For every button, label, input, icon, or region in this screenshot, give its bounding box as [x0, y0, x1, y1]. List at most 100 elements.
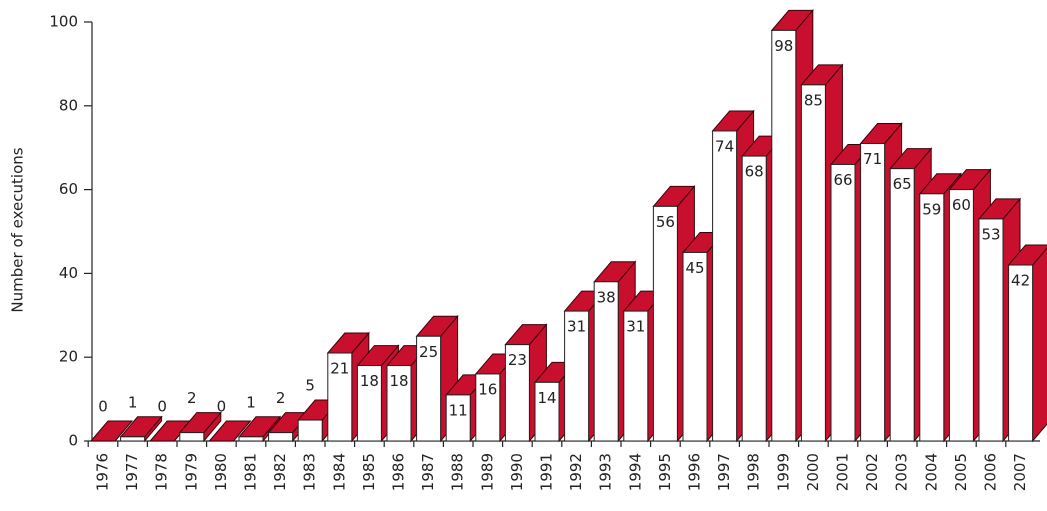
x-tick-label: 2006	[982, 453, 1000, 491]
bar-front	[800, 84, 826, 442]
bar-top	[208, 420, 252, 442]
data-label: 1	[246, 393, 256, 411]
data-label: 31	[626, 318, 645, 336]
data-label: 68	[745, 163, 764, 181]
x-tick-label: 2000	[804, 453, 822, 491]
data-label: 60	[952, 196, 971, 214]
data-label: 2	[187, 389, 197, 407]
x-tick-label: 2005	[952, 453, 970, 491]
x-tick-label: 1989	[478, 453, 496, 491]
data-label: 74	[715, 137, 734, 155]
x-tick-label: 1982	[271, 453, 289, 491]
bar-front	[356, 365, 382, 442]
bar-front	[297, 419, 323, 442]
data-label: 66	[833, 171, 852, 189]
x-tick-label: 2003	[893, 453, 911, 491]
x-tick-label: 2002	[863, 453, 881, 491]
y-tick-label: 40	[59, 264, 78, 282]
data-label: 2	[276, 389, 286, 407]
x-tick-label: 1991	[538, 453, 556, 491]
data-label: 14	[537, 389, 556, 407]
data-label: 18	[360, 372, 379, 390]
data-label: 21	[330, 360, 349, 378]
bar-front	[978, 218, 1004, 442]
bar-front	[830, 163, 856, 442]
bar-front	[416, 335, 442, 442]
data-label: 5	[305, 377, 315, 395]
bar-front	[120, 436, 146, 442]
data-label: 1	[128, 393, 138, 411]
data-label: 11	[449, 401, 468, 419]
x-tick-label: 1979	[182, 453, 200, 491]
bar-front	[623, 310, 649, 442]
bar-front	[889, 168, 915, 442]
y-tick-label: 100	[49, 13, 78, 31]
bar	[89, 420, 134, 442]
x-tick-label: 2007	[1011, 453, 1029, 491]
x-tick-label: 1977	[123, 453, 141, 491]
bar-front	[564, 310, 590, 442]
x-tick-label: 1980	[212, 453, 230, 491]
y-tick-label: 80	[59, 96, 78, 114]
x-tick-label: 1990	[508, 453, 526, 491]
x-tick-label: 1981	[242, 453, 260, 491]
x-tick-label: 1987	[419, 453, 437, 491]
bar-front	[534, 381, 560, 442]
bar-front	[238, 436, 264, 442]
bar	[356, 344, 400, 443]
bar-front	[593, 281, 619, 442]
data-label: 65	[893, 175, 912, 193]
bar-top	[89, 420, 134, 442]
bar-front	[860, 143, 886, 442]
bar-front	[948, 189, 974, 442]
data-label: 71	[863, 150, 882, 168]
data-label: 31	[567, 318, 586, 336]
bar-front	[475, 373, 501, 442]
data-label: 98	[774, 37, 793, 55]
bar-front	[386, 365, 412, 442]
y-tick-label: 60	[59, 180, 78, 198]
data-label: 0	[98, 398, 108, 416]
data-label: 45	[685, 259, 704, 277]
x-tick-label: 1997	[715, 453, 733, 491]
x-tick-label: 1996	[686, 453, 704, 491]
x-tick-label: 2001	[834, 453, 852, 491]
bar-front	[504, 344, 530, 442]
data-label: 18	[389, 372, 408, 390]
bar-front	[1008, 264, 1034, 442]
x-tick-label: 1995	[656, 453, 674, 491]
data-label: 59	[922, 200, 941, 218]
data-label: 42	[1011, 272, 1030, 290]
x-tick-label: 1976	[94, 453, 112, 491]
bar-front	[919, 193, 945, 442]
bar-front	[771, 29, 797, 442]
x-tick-label: 1992	[567, 453, 585, 491]
y-tick-label: 0	[68, 432, 78, 450]
bar-front	[741, 155, 767, 442]
bar-front	[712, 130, 738, 442]
x-tick-label: 1984	[330, 453, 348, 491]
bar-front	[327, 352, 353, 442]
bar-side	[1032, 247, 1047, 443]
y-tick-label: 20	[59, 348, 78, 366]
bar	[208, 420, 252, 442]
x-tick-label: 1986	[390, 453, 408, 491]
x-tick-label: 1999	[774, 453, 792, 491]
x-tick-label: 2004	[922, 453, 940, 491]
data-label: 85	[804, 91, 823, 109]
x-tick-label: 1993	[597, 453, 615, 491]
y-axis-label: Number of executions	[9, 147, 27, 312]
bar-front	[179, 432, 205, 442]
x-tick-label: 1985	[360, 453, 378, 491]
bar-front	[268, 432, 294, 442]
data-label: 53	[981, 225, 1000, 243]
x-tick-label: 1978	[153, 453, 171, 491]
x-tick-label: 1988	[449, 453, 467, 491]
bar	[119, 415, 163, 443]
bar-front	[682, 251, 708, 442]
data-label: 16	[478, 380, 497, 398]
bar-front	[445, 394, 471, 442]
x-tick-label: 1994	[626, 453, 644, 491]
data-label: 0	[217, 398, 227, 416]
